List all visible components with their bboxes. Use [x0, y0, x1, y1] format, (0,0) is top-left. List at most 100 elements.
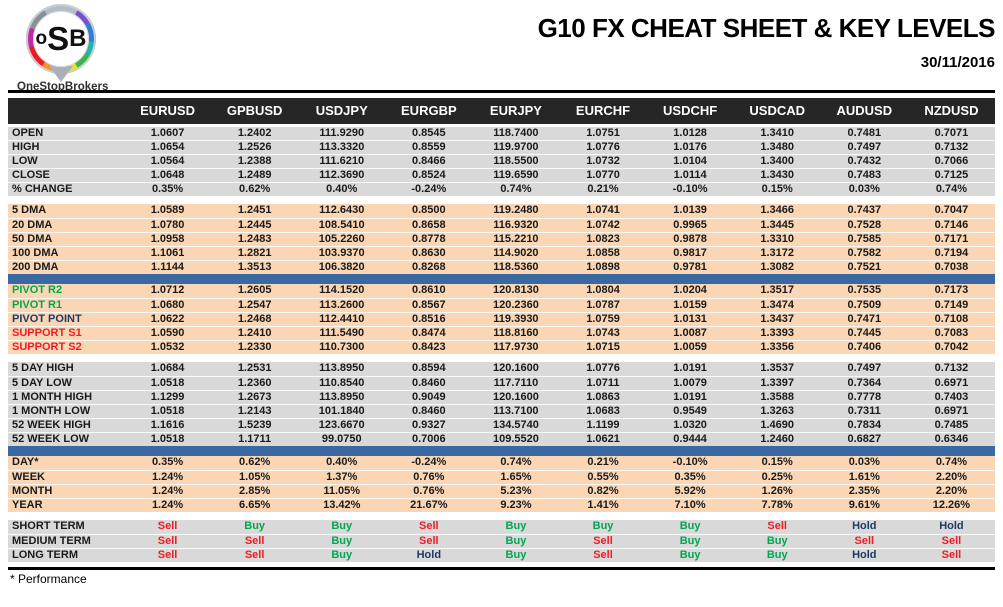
value-cell: 115.2210 — [472, 232, 560, 247]
value-cell: 119.6590 — [472, 168, 560, 183]
signal-cell: Buy — [559, 520, 647, 535]
row-label: 52 WEEK LOW — [8, 432, 124, 446]
value-cell: 1.2451 — [211, 204, 299, 219]
value-cell: 1.3356 — [733, 340, 821, 354]
value-cell: 111.9290 — [298, 125, 386, 141]
value-cell: 1.2673 — [211, 390, 299, 405]
value-cell: 1.0823 — [559, 232, 647, 247]
value-cell: 1.1711 — [211, 432, 299, 446]
row-label: 200 DMA — [8, 260, 124, 274]
value-cell: 1.3480 — [733, 140, 821, 155]
value-cell: 1.37% — [298, 470, 386, 485]
value-cell: 1.3466 — [733, 204, 821, 219]
value-cell: 118.5500 — [472, 154, 560, 169]
value-cell: 119.9700 — [472, 140, 560, 155]
value-cell: 1.1199 — [559, 418, 647, 433]
footer-divider — [8, 567, 995, 570]
brand-name: OneStopBrokers — [17, 81, 109, 93]
value-cell: 1.0104 — [646, 154, 734, 169]
value-cell: 0.7171 — [907, 232, 995, 247]
signal-cell: Buy — [472, 534, 560, 549]
value-cell: 1.2468 — [211, 312, 299, 327]
value-cell: 9.23% — [472, 498, 560, 512]
value-cell: 7.10% — [646, 498, 734, 512]
value-cell: 0.7778 — [820, 390, 908, 405]
table-row: PIVOT R1 1.0680 1.2547 113.2600 0.8567 120.23… — [8, 298, 995, 313]
value-cell: 1.3172 — [733, 246, 821, 261]
table-row: % CHANGE 0.35% 0.62% 0.40% -0.24% 0.74% 0.21% -… — [8, 182, 995, 196]
value-cell: 0.7146 — [907, 218, 995, 233]
value-cell: 0.74% — [472, 456, 560, 471]
value-cell: 1.2489 — [211, 168, 299, 183]
row-label: LOW — [8, 154, 124, 169]
column-header-audusd: AUDUSD — [820, 98, 908, 127]
value-cell: 0.6827 — [820, 432, 908, 446]
value-cell: 1.1144 — [124, 260, 212, 274]
value-cell: 0.7108 — [907, 312, 995, 327]
value-cell: 1.0532 — [124, 340, 212, 354]
row-label: YEAR — [8, 498, 124, 512]
value-cell: 1.0191 — [646, 362, 734, 377]
value-cell: 1.65% — [472, 470, 560, 485]
row-label: PIVOT R2 — [8, 284, 124, 299]
block-ranges: 5 DAY HIGH 1.0684 1.2531 113.8950 0.8594 120.… — [8, 362, 995, 446]
value-cell: 118.7400 — [472, 125, 560, 141]
row-label: 5 DMA — [8, 204, 124, 219]
value-cell: 0.8658 — [385, 218, 473, 233]
value-cell: 1.2360 — [211, 376, 299, 391]
value-cell: 108.5410 — [298, 218, 386, 233]
row-label: 5 DAY HIGH — [8, 362, 124, 377]
row-label: PIVOT POINT — [8, 312, 124, 327]
row-label: 20 DMA — [8, 218, 124, 233]
value-cell: 1.0780 — [124, 218, 212, 233]
value-cell: 1.0648 — [124, 168, 212, 183]
value-cell: 0.7485 — [907, 418, 995, 433]
table-row: OPEN 1.0607 1.2402 111.9290 0.8545 118.7400 1.… — [8, 125, 995, 141]
row-label: 52 WEEK HIGH — [8, 418, 124, 433]
value-cell: 1.0087 — [646, 326, 734, 341]
value-cell: 1.0621 — [559, 432, 647, 446]
value-cell: 0.8545 — [385, 125, 473, 141]
column-header-usdjpy: USDJPY — [298, 98, 386, 127]
value-cell: 0.7406 — [820, 340, 908, 354]
value-cell: 1.24% — [124, 498, 212, 512]
value-cell: 112.3690 — [298, 168, 386, 183]
value-cell: 1.0804 — [559, 284, 647, 299]
value-cell: 0.8423 — [385, 340, 473, 354]
value-cell: 1.0776 — [559, 140, 647, 155]
value-cell: 113.8950 — [298, 390, 386, 405]
table-row: SUPPORT S1 1.0590 1.2410 111.5490 0.8474 118.… — [8, 326, 995, 341]
value-cell: 0.6346 — [907, 432, 995, 446]
value-cell: 1.0684 — [124, 362, 212, 377]
value-cell: 106.3820 — [298, 260, 386, 274]
table-row: SUPPORT S2 1.0532 1.2330 110.7300 0.8423 117.… — [8, 340, 995, 354]
table-row: YEAR 1.24% 6.65% 13.42% 21.67% 9.23% 1.41% 7.10… — [8, 498, 995, 512]
row-label: % CHANGE — [8, 182, 124, 196]
value-cell: 1.4690 — [733, 418, 821, 433]
value-cell: 1.3310 — [733, 232, 821, 247]
table-row: SHORT TERM Sell Buy Buy Sell Buy Buy Buy Sell Hol… — [8, 520, 995, 535]
table-row: 5 DAY LOW 1.0518 1.2360 110.8540 0.8460 117.7… — [8, 376, 995, 391]
value-cell: 0.8474 — [385, 326, 473, 341]
value-cell: 0.7432 — [820, 154, 908, 169]
value-cell: 0.21% — [559, 456, 647, 471]
value-cell: 0.7132 — [907, 140, 995, 155]
signal-cell: Buy — [733, 548, 821, 562]
value-cell: 1.2330 — [211, 340, 299, 354]
column-header-eurusd: EURUSD — [124, 98, 212, 127]
logo-pin-tip — [49, 66, 73, 82]
value-cell: 0.7497 — [820, 140, 908, 155]
value-cell: 0.9781 — [646, 260, 734, 274]
block-dma: 5 DMA 1.0589 1.2451 112.6430 0.8500 119.2480 1… — [8, 204, 995, 274]
value-cell: 0.7585 — [820, 232, 908, 247]
table-row: 50 DMA 1.0958 1.2483 105.2260 0.8778 115.2210… — [8, 232, 995, 247]
value-cell: 1.2547 — [211, 298, 299, 313]
value-cell: 1.0131 — [646, 312, 734, 327]
value-cell: 1.0139 — [646, 204, 734, 219]
value-cell: 119.2480 — [472, 204, 560, 219]
row-label: 1 MONTH HIGH — [8, 390, 124, 405]
value-cell: 1.2526 — [211, 140, 299, 155]
value-cell: 1.2460 — [733, 432, 821, 446]
